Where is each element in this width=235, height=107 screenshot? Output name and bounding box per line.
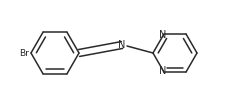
Text: N: N (159, 66, 167, 76)
Text: Br: Br (19, 48, 29, 57)
Text: N: N (118, 40, 126, 50)
Text: N: N (159, 30, 167, 40)
